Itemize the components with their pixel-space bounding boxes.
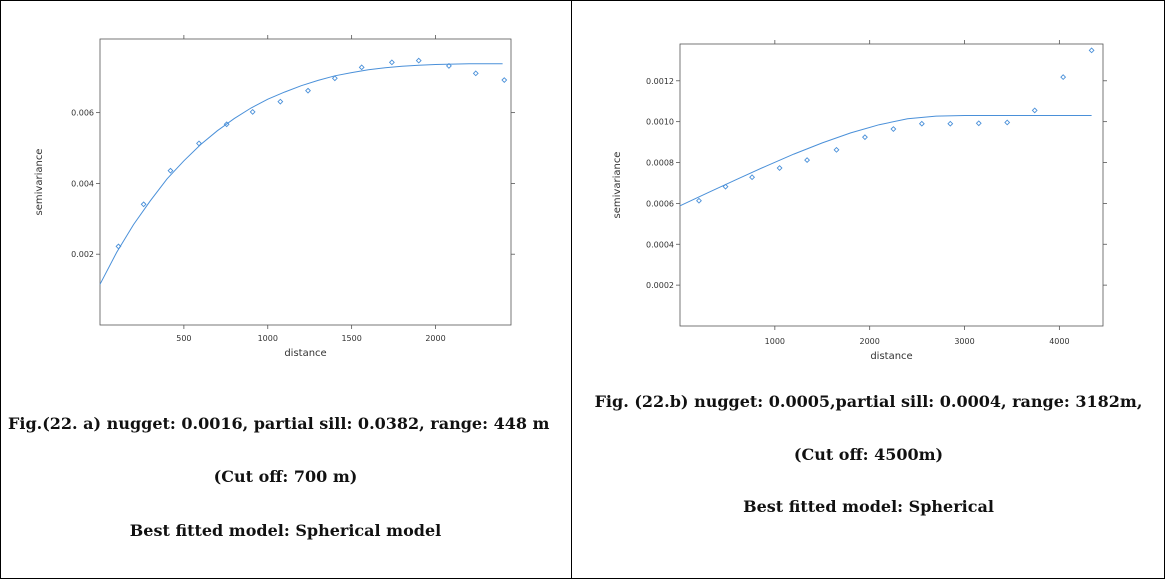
plot-frame <box>99 38 512 326</box>
y-tick-label: 0.002 <box>71 250 94 259</box>
data-point <box>890 126 897 132</box>
caption-b-line-3: Best fitted model: Spherical <box>743 497 994 516</box>
x-tick-label: 1000 <box>258 334 278 343</box>
data-point <box>472 70 479 77</box>
y-tick-label: 0.0012 <box>646 77 674 86</box>
x-tick-label: 1500 <box>341 334 361 343</box>
data-point <box>749 174 756 181</box>
y-tick-label: 0.0008 <box>646 159 674 168</box>
panel-a: 500 1000 1500 2000 0.002 0.004 0.006 distance se… <box>0 0 571 579</box>
data-point <box>249 108 256 115</box>
data-point <box>862 134 868 141</box>
data-point <box>918 120 925 127</box>
data-point <box>196 140 202 147</box>
x-tick-label: 2000 <box>860 337 880 346</box>
x-tick-label: 2000 <box>425 334 445 343</box>
caption-b-line-2: (Cut off: 4500m) <box>793 445 944 464</box>
data-point <box>696 197 702 204</box>
data-point <box>115 243 122 250</box>
data-point <box>223 121 230 128</box>
caption-a-line-2: (Cut off: 700 m) <box>213 467 358 486</box>
panel-b: 1000 2000 3000 4000 0.0002 0.0004 0.0006 0.0008… <box>572 0 1165 579</box>
x-tick-label: 4000 <box>1049 337 1069 346</box>
y-tick-label: 0.004 <box>71 179 94 188</box>
y-axis-label: semivariance <box>34 149 45 216</box>
y-tick-label: 0.0010 <box>646 118 674 127</box>
data-point <box>415 57 422 64</box>
data-point <box>140 201 147 208</box>
data-point <box>1088 47 1095 54</box>
y-axis-label: semivariance <box>612 152 623 219</box>
data-point <box>277 98 284 105</box>
x-tick-label: 500 <box>176 334 191 343</box>
data-point <box>331 75 338 82</box>
caption-a-line-1: Fig.(22. a) nugget: 0.0016, partial sill… <box>8 414 550 433</box>
y-tick-label: 0.006 <box>71 109 94 118</box>
data-point <box>776 165 783 171</box>
data-point <box>1060 74 1067 81</box>
x-tick-label: 3000 <box>954 337 974 346</box>
y-tick-label: 0.0004 <box>646 240 674 249</box>
plot-frame <box>679 43 1104 327</box>
variogram-chart-a: 500 1000 1500 2000 0.002 0.004 0.006 distance se… <box>34 35 515 359</box>
x-tick-label: 1000 <box>765 337 785 346</box>
data-point <box>722 183 729 190</box>
data-point <box>358 64 365 71</box>
data-point <box>501 77 508 83</box>
data-point <box>833 146 840 153</box>
data-point <box>388 59 395 66</box>
fitted-model-line <box>679 115 1092 207</box>
y-tick-label: 0.0006 <box>646 199 674 208</box>
caption-b-line-1: Fig. (22.b) nugget: 0.0005,partial sill:… <box>594 392 1143 411</box>
x-axis-label: distance <box>284 348 326 359</box>
y-tick-label: 0.0002 <box>646 281 674 290</box>
data-point <box>167 167 174 174</box>
data-point <box>804 157 811 164</box>
panel-divider <box>571 0 572 579</box>
caption-a-line-3: Best fitted model: Spherical model <box>129 521 442 540</box>
data-point <box>947 120 954 127</box>
data-point <box>305 87 311 94</box>
data-point <box>975 120 982 127</box>
fitted-model-line <box>99 63 503 285</box>
data-point <box>1031 107 1038 114</box>
data-point <box>1004 119 1011 126</box>
variogram-chart-b: 1000 2000 3000 4000 0.0002 0.0004 0.0006 0.0008… <box>612 40 1107 362</box>
x-axis-label: distance <box>870 351 912 362</box>
data-point <box>445 62 452 69</box>
